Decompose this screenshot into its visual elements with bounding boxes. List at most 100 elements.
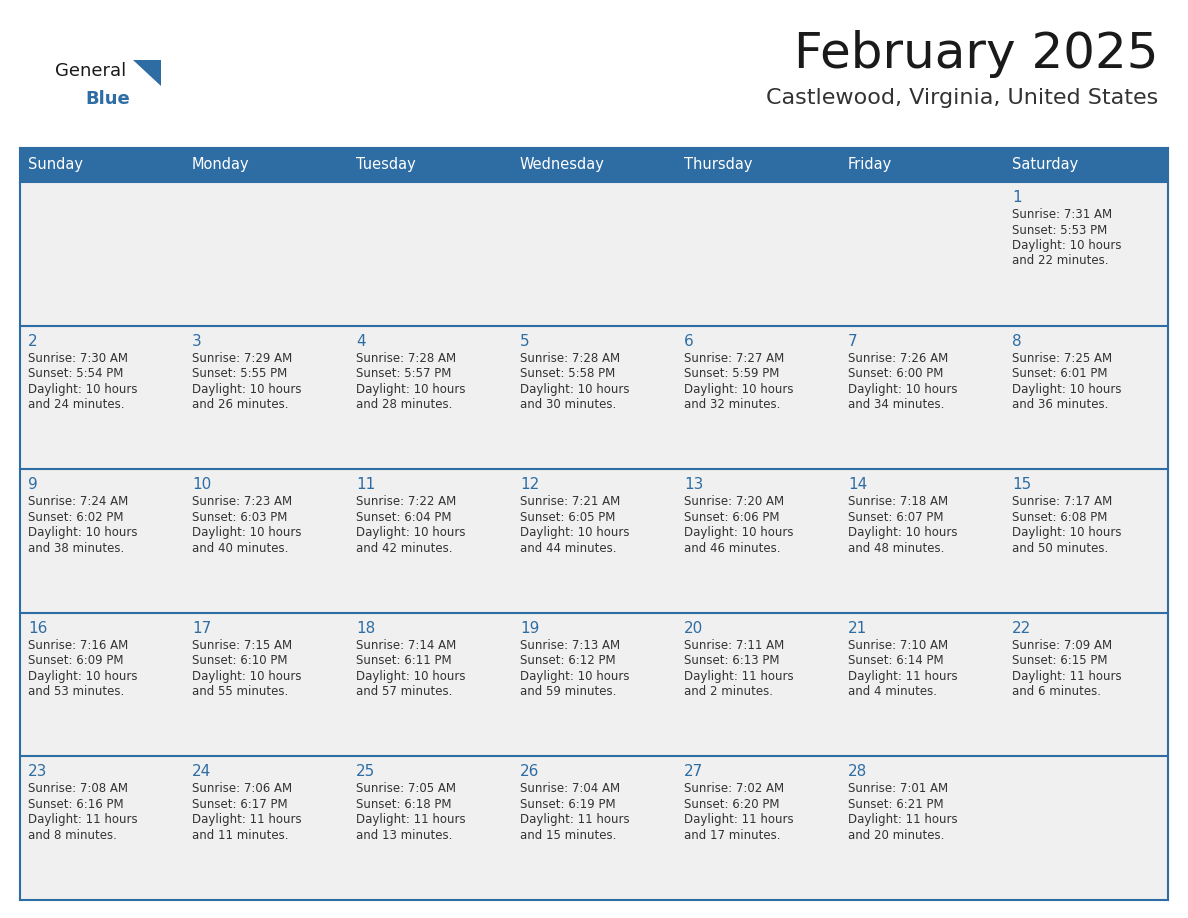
Text: and 6 minutes.: and 6 minutes. — [1012, 686, 1101, 699]
Text: Sunset: 6:10 PM: Sunset: 6:10 PM — [192, 655, 287, 667]
Text: Daylight: 11 hours: Daylight: 11 hours — [29, 813, 138, 826]
Text: 22: 22 — [1012, 621, 1031, 636]
Text: 27: 27 — [684, 765, 703, 779]
Text: Daylight: 10 hours: Daylight: 10 hours — [192, 383, 302, 396]
Text: 12: 12 — [520, 477, 539, 492]
Text: Sunset: 5:53 PM: Sunset: 5:53 PM — [1012, 223, 1107, 237]
Text: Friday: Friday — [848, 158, 892, 173]
Text: 21: 21 — [848, 621, 867, 636]
Bar — [20, 326, 1168, 469]
Text: Sunset: 6:06 PM: Sunset: 6:06 PM — [684, 510, 779, 523]
Text: 3: 3 — [192, 333, 202, 349]
Text: and 46 minutes.: and 46 minutes. — [684, 542, 781, 554]
Text: 20: 20 — [684, 621, 703, 636]
Text: Sunset: 6:00 PM: Sunset: 6:00 PM — [848, 367, 943, 380]
Text: 26: 26 — [520, 765, 539, 779]
Text: 2: 2 — [29, 333, 38, 349]
Text: Saturday: Saturday — [1012, 158, 1079, 173]
Text: and 24 minutes.: and 24 minutes. — [29, 398, 125, 411]
Text: and 53 minutes.: and 53 minutes. — [29, 686, 125, 699]
Text: and 32 minutes.: and 32 minutes. — [684, 398, 781, 411]
Bar — [676, 148, 840, 182]
Text: Sunrise: 7:29 AM: Sunrise: 7:29 AM — [192, 352, 292, 364]
Text: Daylight: 11 hours: Daylight: 11 hours — [356, 813, 466, 826]
Text: and 55 minutes.: and 55 minutes. — [192, 686, 289, 699]
Text: Daylight: 10 hours: Daylight: 10 hours — [520, 670, 630, 683]
Text: Sunrise: 7:16 AM: Sunrise: 7:16 AM — [29, 639, 128, 652]
Text: Sunrise: 7:20 AM: Sunrise: 7:20 AM — [684, 495, 784, 509]
Text: Sunrise: 7:21 AM: Sunrise: 7:21 AM — [520, 495, 620, 509]
Text: and 17 minutes.: and 17 minutes. — [684, 829, 781, 842]
Text: and 40 minutes.: and 40 minutes. — [192, 542, 289, 554]
Text: 28: 28 — [848, 765, 867, 779]
Text: Daylight: 11 hours: Daylight: 11 hours — [848, 813, 958, 826]
Text: Sunset: 6:08 PM: Sunset: 6:08 PM — [1012, 510, 1107, 523]
Text: Sunrise: 7:24 AM: Sunrise: 7:24 AM — [29, 495, 128, 509]
Bar — [512, 148, 676, 182]
Text: 23: 23 — [29, 765, 48, 779]
Text: 25: 25 — [356, 765, 375, 779]
Text: 6: 6 — [684, 333, 694, 349]
Bar — [840, 148, 1004, 182]
Text: and 50 minutes.: and 50 minutes. — [1012, 542, 1108, 554]
Text: Sunset: 5:59 PM: Sunset: 5:59 PM — [684, 367, 779, 380]
Text: and 8 minutes.: and 8 minutes. — [29, 829, 116, 842]
Text: and 36 minutes.: and 36 minutes. — [1012, 398, 1108, 411]
Text: Sunrise: 7:31 AM: Sunrise: 7:31 AM — [1012, 208, 1112, 221]
Text: Daylight: 10 hours: Daylight: 10 hours — [848, 383, 958, 396]
Text: Sunrise: 7:18 AM: Sunrise: 7:18 AM — [848, 495, 948, 509]
Bar — [20, 469, 1168, 613]
Text: 5: 5 — [520, 333, 530, 349]
Bar — [1004, 148, 1168, 182]
Text: and 42 minutes.: and 42 minutes. — [356, 542, 453, 554]
Text: Castlewood, Virginia, United States: Castlewood, Virginia, United States — [766, 88, 1158, 108]
Text: Daylight: 10 hours: Daylight: 10 hours — [192, 670, 302, 683]
Text: Blue: Blue — [86, 90, 129, 108]
Text: Sunset: 6:09 PM: Sunset: 6:09 PM — [29, 655, 124, 667]
Text: Sunset: 6:03 PM: Sunset: 6:03 PM — [192, 510, 287, 523]
Text: Daylight: 11 hours: Daylight: 11 hours — [684, 670, 794, 683]
Text: 8: 8 — [1012, 333, 1022, 349]
Text: Sunset: 6:01 PM: Sunset: 6:01 PM — [1012, 367, 1107, 380]
Text: Sunset: 5:58 PM: Sunset: 5:58 PM — [520, 367, 615, 380]
Text: Sunset: 6:16 PM: Sunset: 6:16 PM — [29, 798, 124, 811]
Text: and 15 minutes.: and 15 minutes. — [520, 829, 617, 842]
Text: and 11 minutes.: and 11 minutes. — [192, 829, 289, 842]
Text: Sunrise: 7:28 AM: Sunrise: 7:28 AM — [356, 352, 456, 364]
Text: Sunrise: 7:05 AM: Sunrise: 7:05 AM — [356, 782, 456, 795]
Text: Sunrise: 7:30 AM: Sunrise: 7:30 AM — [29, 352, 128, 364]
Text: Daylight: 10 hours: Daylight: 10 hours — [1012, 239, 1121, 252]
Text: and 48 minutes.: and 48 minutes. — [848, 542, 944, 554]
Text: Daylight: 11 hours: Daylight: 11 hours — [684, 813, 794, 826]
Text: 13: 13 — [684, 477, 703, 492]
Text: Sunset: 6:12 PM: Sunset: 6:12 PM — [520, 655, 615, 667]
Text: Sunset: 6:13 PM: Sunset: 6:13 PM — [684, 655, 779, 667]
Text: 4: 4 — [356, 333, 366, 349]
Text: Daylight: 11 hours: Daylight: 11 hours — [192, 813, 302, 826]
Text: Daylight: 10 hours: Daylight: 10 hours — [29, 526, 138, 539]
Text: Sunset: 5:55 PM: Sunset: 5:55 PM — [192, 367, 287, 380]
Text: and 34 minutes.: and 34 minutes. — [848, 398, 944, 411]
Bar — [348, 148, 512, 182]
Text: Daylight: 10 hours: Daylight: 10 hours — [684, 526, 794, 539]
Bar — [184, 148, 348, 182]
Text: 15: 15 — [1012, 477, 1031, 492]
Text: Sunset: 6:04 PM: Sunset: 6:04 PM — [356, 510, 451, 523]
Text: Sunset: 6:17 PM: Sunset: 6:17 PM — [192, 798, 287, 811]
Text: and 22 minutes.: and 22 minutes. — [1012, 254, 1108, 267]
Text: Daylight: 10 hours: Daylight: 10 hours — [29, 670, 138, 683]
Text: Sunset: 6:05 PM: Sunset: 6:05 PM — [520, 510, 615, 523]
Text: Wednesday: Wednesday — [520, 158, 605, 173]
Text: Sunset: 6:19 PM: Sunset: 6:19 PM — [520, 798, 615, 811]
Polygon shape — [133, 60, 162, 86]
Text: and 13 minutes.: and 13 minutes. — [356, 829, 453, 842]
Text: Daylight: 10 hours: Daylight: 10 hours — [684, 383, 794, 396]
Bar — [20, 756, 1168, 900]
Text: Sunset: 6:07 PM: Sunset: 6:07 PM — [848, 510, 943, 523]
Text: February 2025: February 2025 — [794, 30, 1158, 78]
Text: 19: 19 — [520, 621, 539, 636]
Text: Sunset: 6:20 PM: Sunset: 6:20 PM — [684, 798, 779, 811]
Bar — [20, 148, 184, 182]
Text: Daylight: 10 hours: Daylight: 10 hours — [356, 383, 466, 396]
Text: Sunset: 6:18 PM: Sunset: 6:18 PM — [356, 798, 451, 811]
